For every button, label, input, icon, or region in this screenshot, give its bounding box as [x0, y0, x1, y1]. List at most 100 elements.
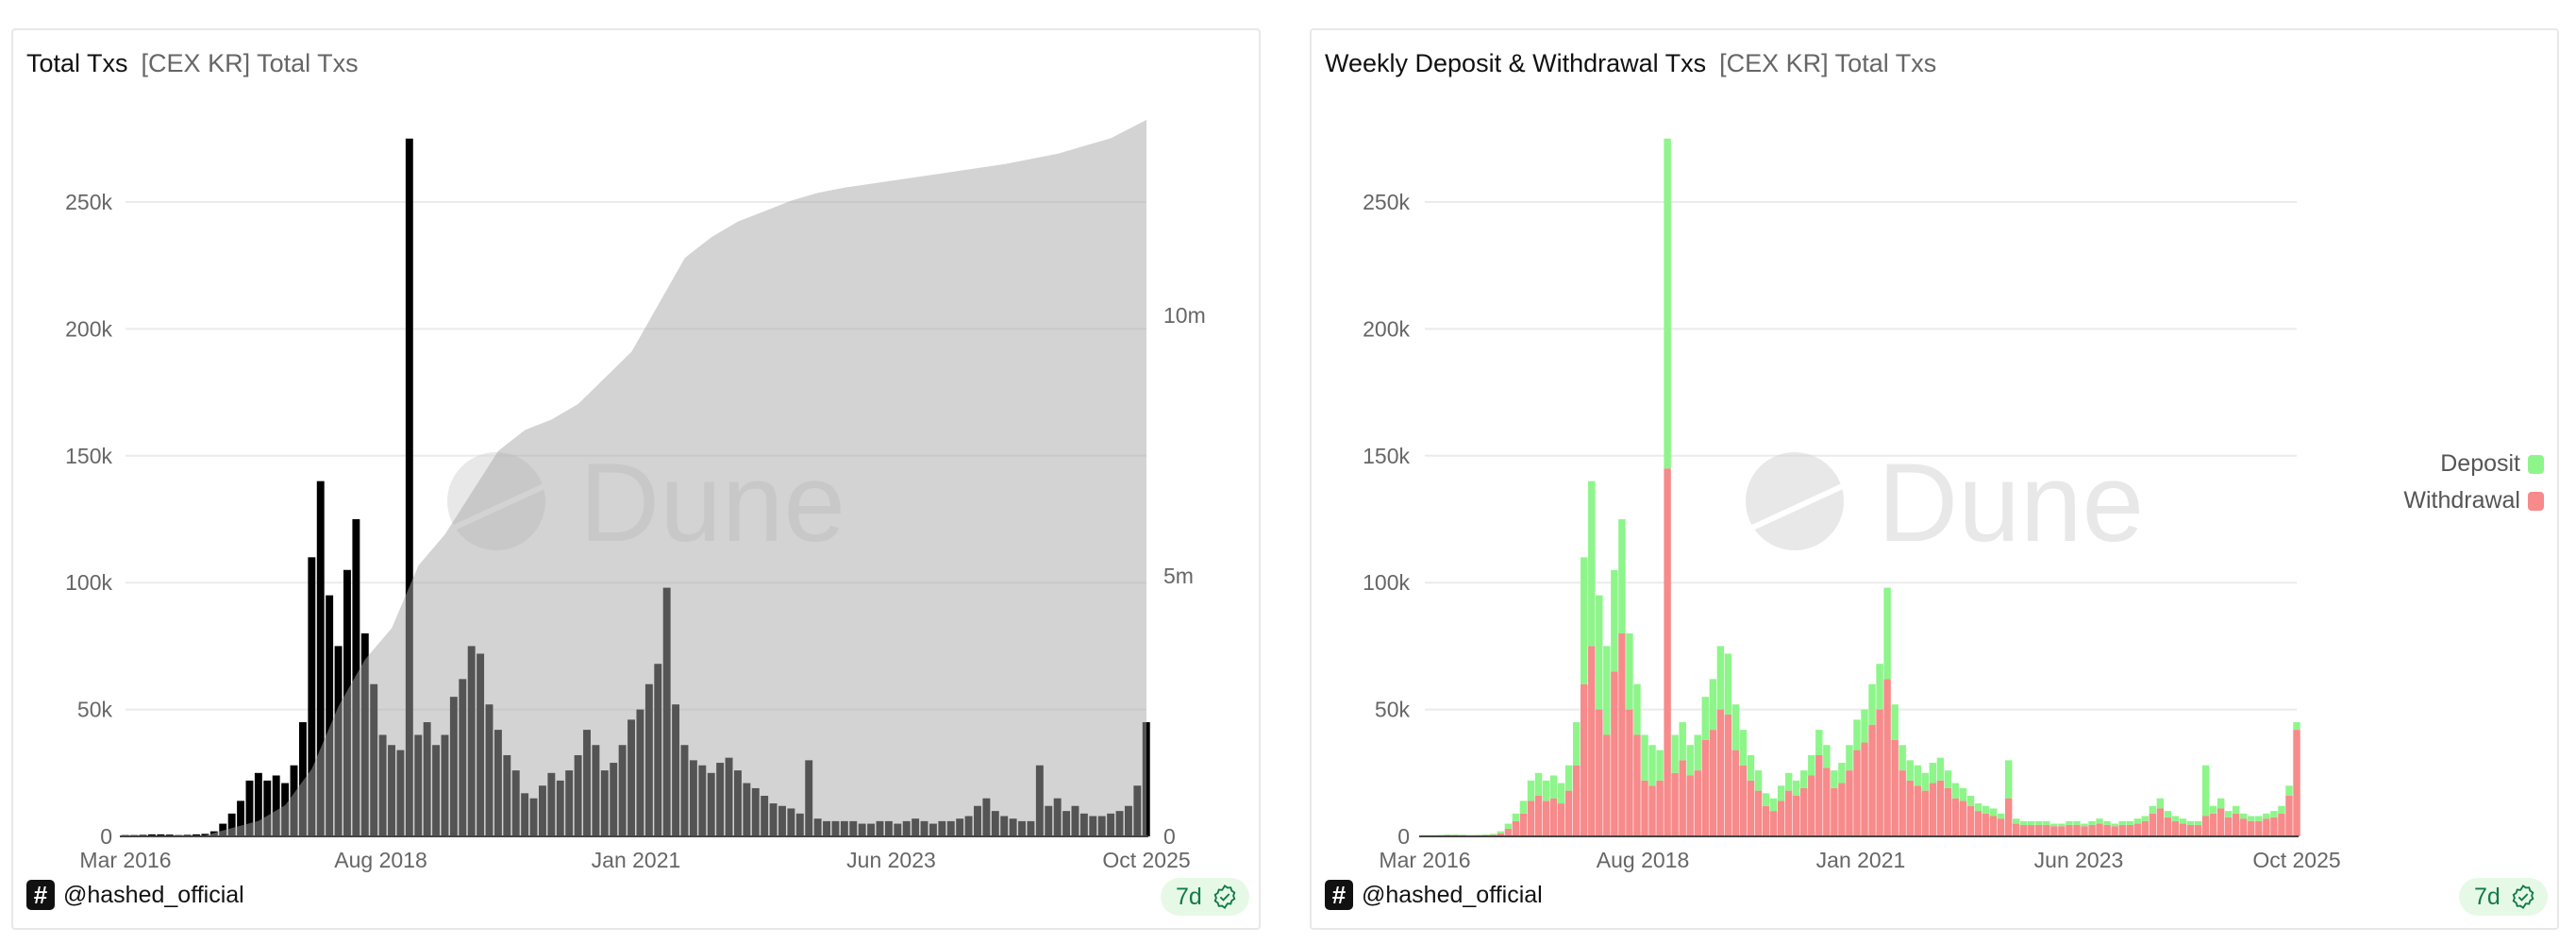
deposit-bar: [1929, 763, 1937, 784]
deposit-bar: [1815, 730, 1823, 755]
deposit-bar: [1731, 704, 1740, 750]
deposit-bar: [1512, 813, 1520, 821]
withdrawal-bar: [1603, 734, 1611, 836]
withdrawal-bar: [1883, 679, 1891, 836]
chart-subtitle[interactable]: [CEX KR] Total Txs: [141, 49, 359, 77]
total-txs-bar: [316, 480, 325, 836]
withdrawal-bar: [1762, 805, 1770, 836]
withdrawal-bar: [2293, 730, 2300, 836]
withdrawal-bar: [1527, 801, 1535, 836]
freshness-badge[interactable]: 7d: [1161, 878, 1249, 916]
deposit-bar: [1641, 734, 1648, 781]
withdrawal-bar: [1581, 683, 1588, 836]
freshness-badge[interactable]: 7d: [2459, 878, 2548, 916]
total-txs-bar: [219, 823, 227, 836]
withdrawal-bar: [1618, 632, 1626, 836]
withdrawal-bar: [2216, 808, 2225, 836]
y-tick-label: 200k: [1363, 316, 1410, 341]
deposit-bar: [1831, 770, 1838, 788]
deposit-bar: [1747, 754, 1755, 781]
withdrawal-bar: [1831, 787, 1838, 836]
deposit-bar: [1474, 834, 1481, 835]
withdrawal-bar: [2012, 823, 2020, 836]
withdrawal-bar: [2096, 823, 2103, 836]
total-txs-bar: [254, 772, 262, 836]
deposit-bar: [2141, 816, 2149, 821]
author-link[interactable]: # @hashed_official: [26, 880, 244, 910]
deposit-bar: [1444, 834, 1451, 835]
withdrawal-bar: [1679, 760, 1686, 836]
deposit-bar: [1436, 834, 1444, 835]
withdrawal-bar: [1959, 801, 1967, 836]
panel-title: Weekly Deposit & Withdrawal Txs [CEX KR] …: [1325, 49, 1936, 78]
withdrawal-bar: [1815, 754, 1823, 836]
freshness-label: 7d: [1176, 883, 1202, 910]
total-txs-bar: [192, 834, 200, 836]
deposit-bar: [2004, 760, 2013, 799]
withdrawal-bar: [1611, 671, 1618, 836]
withdrawal-bar: [2073, 824, 2081, 836]
dune-logo-icon: [1746, 452, 1844, 550]
legend-swatch: [2528, 491, 2544, 511]
withdrawal-bar: [1572, 765, 1581, 836]
withdrawal-bar: [1648, 785, 1656, 836]
withdrawal-bar: [1982, 813, 1990, 836]
deposit-bar: [1497, 831, 1505, 834]
legend-item-deposit[interactable]: Deposit: [2403, 446, 2544, 482]
x-tick-label: Oct 2025: [1102, 848, 1190, 872]
withdrawal-bar: [1519, 813, 1528, 836]
deposit-bar: [2103, 820, 2111, 825]
withdrawal-bar: [1747, 780, 1755, 836]
deposit-bar: [1656, 750, 1664, 781]
withdrawal-bar: [1656, 780, 1664, 836]
deposit-bar: [2255, 816, 2263, 821]
legend-item-withdrawal[interactable]: Withdrawal: [2403, 482, 2544, 519]
deposit-bar: [2156, 798, 2165, 809]
deposit-bar: [1466, 834, 1474, 836]
withdrawal-bar: [1906, 780, 1914, 836]
deposit-bar: [1716, 646, 1725, 710]
chart-subtitle[interactable]: [CEX KR] Total Txs: [1719, 49, 1937, 77]
panel-title: Total Txs [CEX KR] Total Txs: [26, 49, 359, 78]
withdrawal-bar: [2103, 824, 2111, 836]
total-txs-bar: [405, 138, 413, 837]
deposit-bar: [1846, 745, 1853, 771]
withdrawal-bar: [2050, 826, 2058, 836]
author-link[interactable]: # @hashed_official: [1325, 880, 1543, 910]
withdrawal-bar: [1853, 750, 1861, 836]
y-tick-label: 200k: [65, 316, 112, 341]
withdrawal-bar: [2149, 813, 2157, 836]
deposit-bar: [1549, 775, 1558, 799]
withdrawal-bar: [1512, 820, 1520, 836]
deposit-bar: [1421, 834, 1429, 836]
y-tick-label: 0: [1397, 824, 1410, 849]
withdrawal-bar: [1739, 765, 1748, 836]
withdrawal-bar: [2248, 820, 2255, 836]
freshness-label: 7d: [2474, 883, 2501, 910]
deposit-bar: [1982, 805, 1990, 814]
deposit-bar: [1891, 704, 1899, 740]
withdrawal-bar: [1716, 709, 1725, 836]
withdrawal-bar: [1808, 775, 1815, 836]
deposit-bar: [2201, 765, 2210, 817]
deposit-bar: [2278, 805, 2285, 814]
withdrawal-bar: [1974, 811, 1982, 836]
deposit-bar: [2066, 820, 2073, 825]
deposit-bar: [1527, 780, 1535, 801]
x-tick-label: Mar 2016: [1379, 848, 1470, 872]
withdrawal-bar: [1769, 811, 1778, 836]
withdrawal-bar: [1754, 790, 1763, 836]
deposit-bar: [1564, 765, 1573, 791]
deposit-bar: [2073, 820, 2081, 825]
deposit-bar: [1868, 683, 1876, 725]
deposit-bar: [1838, 763, 1846, 784]
deposit-bar: [1739, 730, 1748, 766]
total-txs-bar: [326, 595, 334, 836]
withdrawal-bar: [1641, 780, 1648, 836]
withdrawal-bar: [2270, 817, 2278, 836]
total-txs-bar: [272, 775, 280, 836]
deposit-bar: [2149, 805, 2157, 814]
withdrawal-bar: [1671, 772, 1679, 836]
deposit-bar: [2233, 805, 2240, 814]
deposit-bar: [1596, 595, 1603, 710]
